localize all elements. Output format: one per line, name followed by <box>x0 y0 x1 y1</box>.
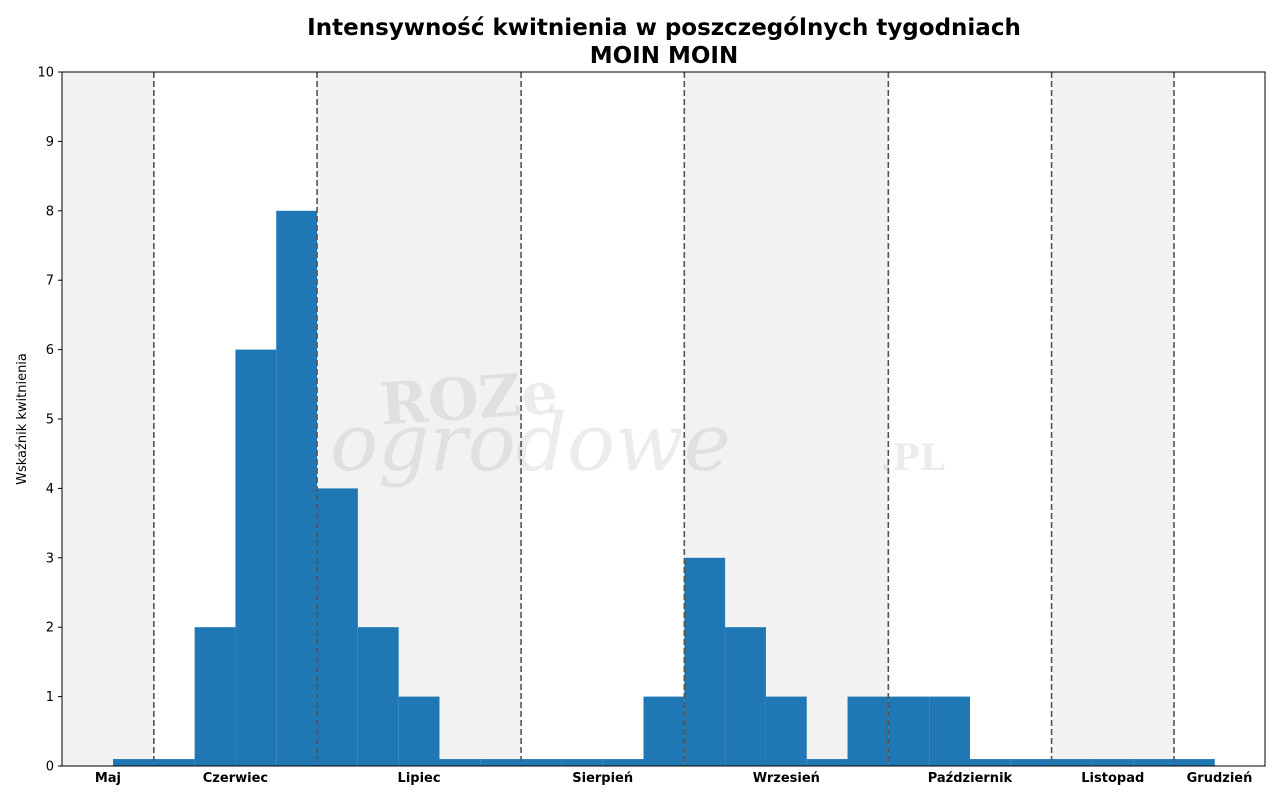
month-band <box>1051 72 1174 766</box>
bar <box>521 759 562 766</box>
month-label: Październik <box>928 771 1013 786</box>
bar <box>317 488 358 766</box>
bar <box>398 696 440 766</box>
y-axis-label: Wskaźnik kwitnienia <box>15 353 30 485</box>
watermark-roze: ROZe <box>378 358 560 438</box>
month-label: Czerwiec <box>203 771 268 786</box>
bar <box>602 759 644 766</box>
y-tick-label: 6 <box>46 343 54 358</box>
y-tick-label: 9 <box>46 135 54 150</box>
bar <box>194 627 236 766</box>
month-label: Listopad <box>1081 771 1144 786</box>
watermark-ogrodowe: ogrodowe <box>330 396 731 489</box>
bar <box>929 696 970 766</box>
bar <box>643 696 685 766</box>
month-label: Wrzesień <box>753 771 820 786</box>
bar <box>113 759 154 766</box>
chart-subtitle: MOIN MOIN <box>590 43 739 69</box>
bar <box>153 759 195 766</box>
month-band <box>62 72 154 766</box>
watermark-logo: ROZe ogrodowe .PL <box>330 358 945 489</box>
bar <box>480 759 522 766</box>
y-tick-label: 0 <box>46 760 54 775</box>
bar <box>1092 759 1134 766</box>
bar <box>439 759 481 766</box>
y-tick-label: 3 <box>46 551 54 566</box>
bar <box>725 627 766 766</box>
y-tick-label: 1 <box>46 690 54 705</box>
y-tick-label: 4 <box>46 482 54 497</box>
y-tick-label: 2 <box>46 621 54 636</box>
bar <box>1173 759 1215 766</box>
bar <box>765 696 807 766</box>
bar <box>969 759 1011 766</box>
bar <box>235 349 277 766</box>
y-tick-label: 7 <box>46 274 54 289</box>
month-label: Grudzień <box>1187 771 1253 786</box>
y-tick-label: 5 <box>46 413 54 428</box>
bar <box>806 759 848 766</box>
month-label: Sierpień <box>572 771 633 786</box>
chart-title: Intensywność kwitnienia w poszczególnych… <box>307 15 1021 41</box>
bar <box>847 696 889 766</box>
bar <box>561 759 603 766</box>
month-label: Lipiec <box>398 771 441 786</box>
bar <box>888 696 930 766</box>
bar <box>684 557 726 766</box>
y-tick-label: 8 <box>46 204 54 219</box>
watermark-pl: .PL <box>880 437 945 479</box>
bar <box>1051 759 1093 766</box>
bar <box>1010 759 1052 766</box>
bar <box>276 210 318 767</box>
y-tick-label: 10 <box>37 66 54 81</box>
bar <box>357 627 399 766</box>
month-label: Maj <box>95 771 121 786</box>
bar <box>1133 759 1174 766</box>
